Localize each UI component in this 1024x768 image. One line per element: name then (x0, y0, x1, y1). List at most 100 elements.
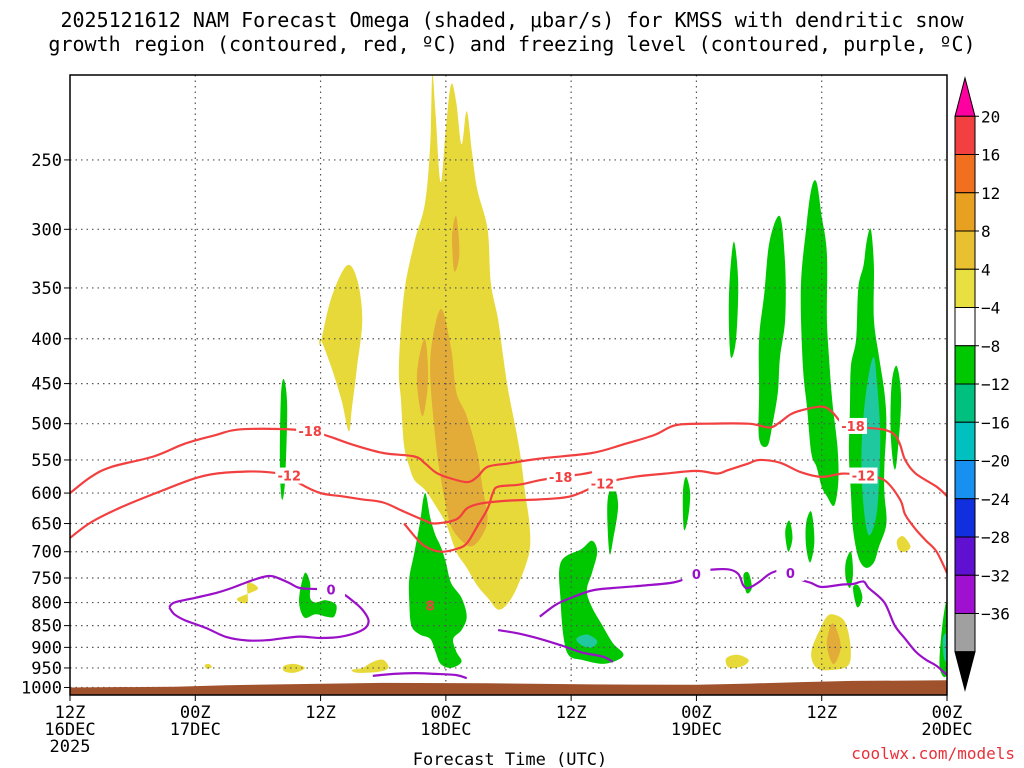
x-tick-label: 16DEC (44, 720, 95, 740)
dgz-contour-label: -18 (549, 471, 573, 486)
y-tick-label: 800 (31, 594, 62, 614)
y-tick-label: 400 (31, 330, 62, 350)
freezing-contour-line (372, 672, 468, 680)
colorbar-label: −36 (981, 605, 1010, 624)
omega-descent-region (890, 365, 902, 470)
y-tick-label: 600 (31, 484, 62, 504)
dgz-contour-label: -18 (841, 420, 865, 435)
colorbar-label: −8 (981, 337, 1000, 356)
x-tick-label: 00Z (681, 703, 712, 723)
omega-descent-region (607, 483, 619, 555)
colorbar-segment (954, 230, 976, 270)
omega-descent-region (785, 520, 793, 552)
colorbar-segment (954, 613, 976, 653)
colorbar-segment (954, 307, 976, 347)
y-tick-label: 500 (31, 415, 62, 435)
omega-ascent-region (430, 308, 488, 547)
colorbar-segment (954, 268, 976, 308)
plot-content: -18 -18 -12 -12 -12 -18 0 0 0 8 (70, 75, 947, 695)
x-tick-label: 12Z (55, 703, 86, 723)
colorbar-segment (954, 345, 976, 385)
omega-ascent-region (896, 536, 911, 553)
plot-frame (69, 74, 948, 696)
x-tick-label: 2025 (50, 737, 91, 757)
chart-title-line2: growth region (contoured, red, ºC) and f… (48, 32, 975, 56)
colorbar-segment (954, 498, 976, 538)
colorbar-label: 8 (981, 222, 991, 241)
y-tick-label: 750 (31, 569, 62, 589)
credit-text: coolwx.com/models (851, 744, 1015, 763)
colorbar-segment (954, 154, 976, 194)
plot-area: -18 -18 -12 -12 -12 -18 0 0 0 8 (69, 74, 948, 696)
freezing-contour-label-bg (776, 564, 805, 581)
colorbar-segment (954, 192, 976, 232)
x-tick-label: 12Z (806, 703, 837, 723)
colorbar-segment (954, 536, 976, 576)
x-tick-label: 00Z (180, 703, 211, 723)
omega-descent-region (682, 476, 691, 531)
y-tick-label: 900 (31, 638, 62, 658)
x-tick-label: 20DEC (921, 720, 972, 740)
omega-descent-region (861, 357, 881, 536)
omega-descent-region (299, 572, 337, 619)
omega-ascent-region (236, 582, 259, 604)
dgz-contour-label-bg (839, 417, 868, 434)
freezing-contour-label: 0 (786, 567, 795, 582)
omega-ascent-region (452, 215, 460, 272)
y-tick-label: 950 (31, 659, 62, 679)
omega-descent-region (559, 540, 624, 664)
colorbar-segment (954, 574, 976, 614)
freezing-contour-label-bg (317, 581, 346, 598)
x-tick-label: 18DEC (420, 720, 471, 740)
omega-ascent-region (204, 663, 213, 669)
colorbar-label: −20 (981, 452, 1010, 471)
freezing-contour-line (497, 629, 614, 663)
y-tick-label: 300 (31, 220, 62, 240)
freezing-contour-label: 0 (326, 583, 335, 598)
x-tick-label: 12Z (305, 703, 336, 723)
omega-descent-region (852, 584, 863, 608)
colorbar-label: −16 (981, 413, 1010, 432)
y-tick-label: 650 (31, 515, 62, 535)
dgz-contour-label: -12 (591, 477, 615, 492)
x-tick-label: 17DEC (170, 720, 221, 740)
omega-descent-region (845, 551, 854, 589)
x-tick-label: 00Z (932, 703, 963, 723)
dgz-contour-label: -12 (278, 470, 302, 485)
omega-descent-region (758, 215, 786, 448)
colorbar-label: 12 (981, 184, 1000, 203)
y-tick-label: 1000 (21, 678, 62, 698)
omega-descent-region (408, 493, 467, 668)
omega-ascent-region (282, 663, 305, 673)
chart-title-line1: 2025121612 NAM Forecast Omega (shaded, μ… (60, 8, 964, 32)
colorbar-segment (954, 460, 976, 500)
colorbar-label: −28 (981, 528, 1010, 547)
colorbar-segment (954, 115, 976, 155)
omega-ascent-region (725, 654, 749, 669)
colorbar-segment (954, 383, 976, 423)
colorbar: 20 16 12 8 4 −4 −8 −12 −16 −20 −24 −28 −32 −36 (954, 76, 1010, 692)
omega-ascent-region (826, 623, 841, 665)
omega-contour-label: 8 (426, 599, 435, 614)
y-axis: 2503003504004505005506006507007508008509… (21, 151, 70, 698)
omega-descent-region (800, 180, 839, 507)
omega-ascent-region (398, 75, 531, 610)
colorbar-bottom-triangle (954, 651, 976, 692)
colorbar-label: 16 (981, 146, 1000, 165)
dgz-contour-label-bg (296, 423, 325, 440)
x-tick-label: 12Z (556, 703, 587, 723)
colorbar-label: −32 (981, 566, 1010, 585)
omega-descent-region (728, 241, 739, 358)
freezing-contour-label: 0 (692, 568, 701, 583)
y-tick-label: 350 (31, 279, 62, 299)
y-tick-label: 550 (31, 451, 62, 471)
colorbar-segment (954, 421, 976, 461)
colorbar-label: 4 (981, 260, 991, 279)
terrain-fill (70, 680, 947, 695)
dgz-contour-label: -18 (298, 425, 322, 440)
colorbar-label: 20 (981, 107, 1000, 126)
dgz-contour-label: -12 (852, 470, 876, 485)
omega-ascent-region (416, 338, 429, 417)
dgz-contour-label-bg (849, 467, 878, 484)
